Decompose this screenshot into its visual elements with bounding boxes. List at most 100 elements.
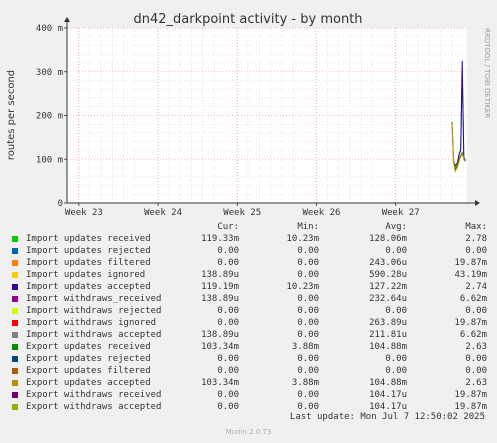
legend-min: 3.88m xyxy=(291,342,319,352)
legend-max: 0.00 xyxy=(465,246,487,256)
legend-series-name: Export withdraws received xyxy=(26,390,162,400)
legend-swatch xyxy=(12,296,18,302)
legend-series-name: Import updates rejected xyxy=(26,246,151,256)
legend-series-name: Import updates accepted xyxy=(26,282,151,292)
legend-series-name: Import withdraws ignored xyxy=(26,318,157,328)
axes: 0 100 m 200 m 300 m 400 m Week 23 Week 24 Week … xyxy=(36,17,480,218)
legend-cur: 103.34m xyxy=(201,378,239,388)
y-axis-label: routes per second xyxy=(6,70,17,160)
legend-avg: 127.22m xyxy=(369,282,407,292)
legend-min: 0.00 xyxy=(297,318,319,328)
x-tick-label: Week 24 xyxy=(144,208,182,218)
legend-cur: 0.00 xyxy=(217,402,239,412)
legend-cur: 0.00 xyxy=(217,390,239,400)
grid xyxy=(67,27,467,203)
legend-max: 2.63 xyxy=(465,342,487,352)
legend-series-name: Export withdraws accepted xyxy=(26,402,162,412)
legend-max: 0.00 xyxy=(465,366,487,376)
legend-max: 6.62m xyxy=(459,294,487,304)
legend-row: Export updates received 103.34m 3.88m 104.8… xyxy=(12,342,490,354)
legend-swatch xyxy=(12,320,18,326)
x-tick-label: Week 26 xyxy=(303,208,341,218)
legend-avg: 0.00 xyxy=(385,246,407,256)
legend-swatch xyxy=(12,332,18,338)
y-tick-label: 100 m xyxy=(36,155,63,165)
legend-cur: 0.00 xyxy=(217,246,239,256)
legend-avg: 232.64u xyxy=(369,294,407,304)
legend-min: 0.00 xyxy=(297,390,319,400)
legend-max: 19.87m xyxy=(454,390,487,400)
legend-series-name: Import updates filtered xyxy=(26,258,151,268)
legend-swatch xyxy=(12,308,18,314)
legend-cur: 138.89u xyxy=(201,294,239,304)
legend-row: Import updates ignored 138.89u 0.00 590.28u… xyxy=(12,270,490,282)
legend-avg: 243.06u xyxy=(369,258,407,268)
legend-row: Export withdraws received 0.00 0.00 104.17u… xyxy=(12,390,490,402)
series-line xyxy=(453,60,466,167)
legend-row: Import withdraws ignored 0.00 0.00 263.89u 1… xyxy=(12,318,490,330)
x-tick-label: Week 23 xyxy=(65,208,103,218)
legend-max: 0.00 xyxy=(465,306,487,316)
legend-series-name: Import updates ignored xyxy=(26,270,146,280)
legend-min: 3.88m xyxy=(291,378,319,388)
legend-min: 0.00 xyxy=(297,366,319,376)
legend-header-min: Min: xyxy=(297,222,319,232)
legend-avg: 104.88m xyxy=(369,342,407,352)
legend-cur: 138.89u xyxy=(201,330,239,340)
legend-max: 19.87m xyxy=(454,258,487,268)
chart-title: dn42_darkpoint activity - by month xyxy=(133,12,362,27)
legend-series-name: Import withdraws rejected xyxy=(26,306,162,316)
legend-min: 0.00 xyxy=(297,294,319,304)
legend-row: Export updates filtered 0.00 0.00 0.00 0.00 xyxy=(12,366,490,378)
legend-swatch xyxy=(12,284,18,290)
legend-header: Cur: Min: Avg: Max: xyxy=(12,222,490,234)
legend-cur: 0.00 xyxy=(217,306,239,316)
legend-min: 0.00 xyxy=(297,246,319,256)
legend-cur: 119.33m xyxy=(201,234,239,244)
legend-row: Import updates rejected 0.00 0.00 0.00 0.00 xyxy=(12,246,490,258)
legend-header-cur: Cur: xyxy=(217,222,239,232)
rrdtool-credit: RRDTOOL / TOBI OETIKER xyxy=(483,28,491,118)
legend-row: Export updates accepted 103.34m 3.88m 104.8… xyxy=(12,378,490,390)
legend-swatch xyxy=(12,272,18,278)
legend-max: 19.87m xyxy=(454,402,487,412)
legend-cur: 0.00 xyxy=(217,354,239,364)
legend-max: 2.74 xyxy=(465,282,487,292)
x-axis-arrow xyxy=(475,200,480,206)
series-line xyxy=(451,124,466,174)
legend-avg: 590.28u xyxy=(369,270,407,280)
y-tick-label: 200 m xyxy=(36,112,63,122)
legend-row: Export updates rejected 0.00 0.00 0.00 0.00 xyxy=(12,354,490,366)
legend-min: 0.00 xyxy=(297,330,319,340)
legend-max: 2.63 xyxy=(465,378,487,388)
munin-version: Munin 2.0.73 xyxy=(225,428,272,436)
legend-avg: 128.06m xyxy=(369,234,407,244)
legend-avg: 104.88m xyxy=(369,378,407,388)
last-update: Last update: Mon Jul 7 12:50:02 2025 xyxy=(289,412,485,422)
legend-avg: 104.17u xyxy=(369,390,407,400)
legend-series-name: Import withdraws_received xyxy=(26,294,162,304)
legend-cur: 0.00 xyxy=(217,318,239,328)
legend-cur: 103.34m xyxy=(201,342,239,352)
legend-swatch xyxy=(12,368,18,374)
legend-swatch xyxy=(12,392,18,398)
legend-min: 0.00 xyxy=(297,402,319,412)
legend-max: 2.78 xyxy=(465,234,487,244)
y-tick-label: 400 m xyxy=(36,24,63,34)
y-axis-arrow xyxy=(64,17,70,22)
legend-header-avg: Avg: xyxy=(385,222,407,232)
legend-row: Import withdraws_received 138.89u 0.00 232.… xyxy=(12,294,490,306)
legend-swatch xyxy=(12,344,18,350)
legend-min: 10.23m xyxy=(286,234,319,244)
legend-min: 0.00 xyxy=(297,354,319,364)
x-tick-label: Week 27 xyxy=(382,208,420,218)
legend-series-name: Import withdraws accepted xyxy=(26,330,162,340)
legend-row: Import updates accepted 119.19m 10.23m 127.… xyxy=(12,282,490,294)
legend-row: Export withdraws accepted 0.00 0.00 104.17u… xyxy=(12,402,490,414)
x-tick-label: Week 25 xyxy=(223,208,261,218)
legend-avg: 0.00 xyxy=(385,354,407,364)
legend-cur: 0.00 xyxy=(217,366,239,376)
legend-row: Import updates filtered 0.00 0.00 243.06u 19… xyxy=(12,258,490,270)
legend-cur: 138.89u xyxy=(201,270,239,280)
